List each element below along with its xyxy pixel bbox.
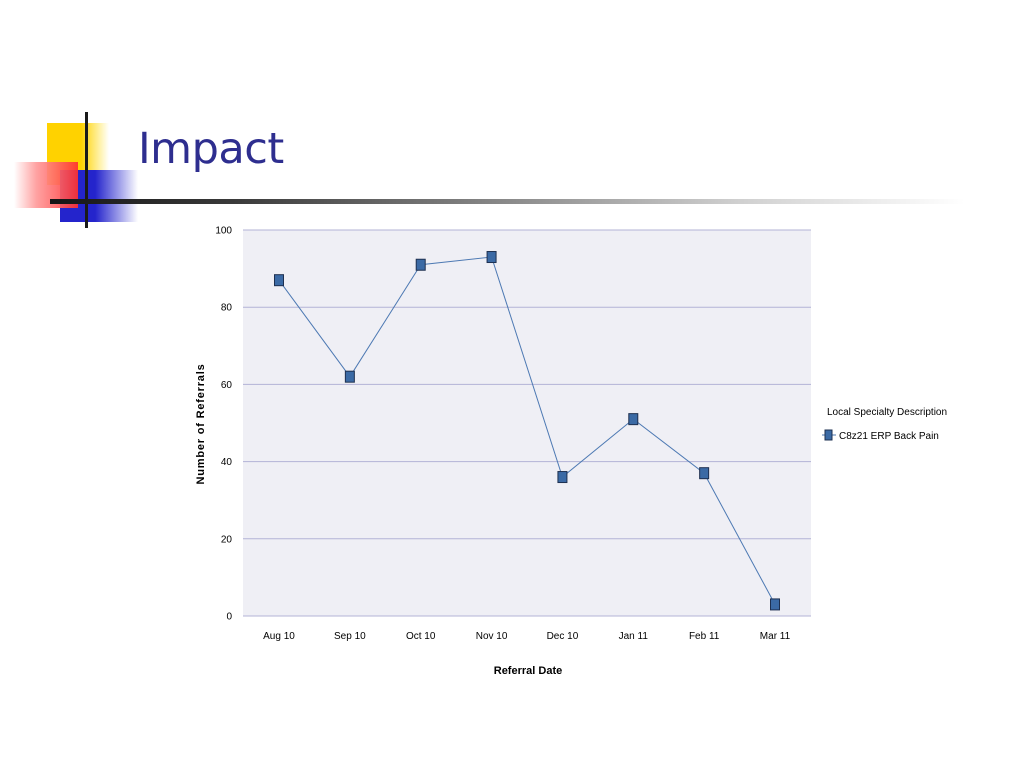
x-tick-label: Dec 10 — [547, 631, 579, 642]
series-line — [278, 256, 776, 605]
legend-key-marker — [824, 429, 833, 441]
data-point — [699, 467, 710, 480]
legend-key — [822, 429, 836, 441]
y-tick-label: 20 — [221, 534, 233, 545]
title-underline — [50, 199, 965, 204]
data-markers — [274, 251, 780, 611]
data-point — [557, 471, 568, 484]
data-point — [628, 413, 639, 426]
data-point — [770, 598, 780, 611]
data-point — [274, 274, 284, 287]
x-tick-label: Mar 11 — [760, 631, 791, 642]
data-point — [344, 370, 355, 383]
decor-vertical-line — [85, 112, 88, 228]
y-tick-label: 0 — [226, 612, 232, 623]
y-tick-label: 60 — [221, 380, 233, 391]
x-tick-label: Feb 11 — [689, 631, 720, 642]
slide-title: Impact — [138, 124, 284, 174]
y-axis-title: Number of Referrals — [195, 364, 207, 485]
data-point — [486, 251, 497, 264]
x-axis-title: Referral Date — [494, 665, 562, 677]
x-tick-label: Oct 10 — [406, 631, 436, 642]
y-tick-label: 80 — [221, 303, 233, 314]
legend-series-label: C8z21 ERP Back Pain — [839, 431, 939, 442]
gridlines — [243, 229, 811, 617]
x-tick-label: Sep 10 — [334, 631, 366, 642]
x-axis-ticks: Aug 10 Sep 10 Oct 10 Nov 10 Dec 10 Jan 11 Feb … — [263, 631, 790, 642]
legend-title: Local Specialty Description — [827, 407, 947, 418]
plot-area — [243, 230, 811, 616]
data-point — [415, 258, 426, 271]
x-tick-label: Aug 10 — [263, 631, 295, 642]
y-tick-label: 100 — [215, 226, 232, 237]
y-axis-ticks: 0 20 40 60 80 100 — [215, 226, 232, 623]
x-tick-label: Nov 10 — [476, 631, 508, 642]
y-tick-label: 40 — [221, 457, 233, 468]
x-tick-label: Jan 11 — [619, 631, 649, 642]
